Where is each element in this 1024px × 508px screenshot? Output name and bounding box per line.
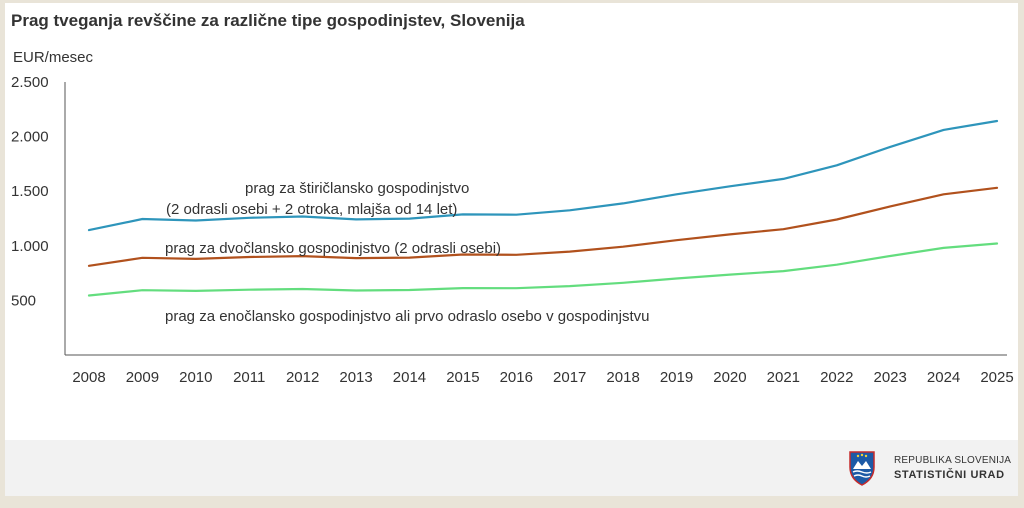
x-tick-label: 2021 — [767, 369, 800, 386]
series-label-two: prag za dvočlansko gospodinjstvo (2 odra… — [165, 240, 501, 257]
series-line-one — [87, 242, 999, 297]
series-labels: prag za štiričlansko gospodinjstvo (2 odr… — [165, 180, 649, 325]
x-tick-label: 2015 — [446, 369, 479, 386]
org-name-line2: STATISTIČNI URAD — [894, 469, 1005, 481]
y-tick-label: 1.500 — [11, 183, 49, 200]
y-tick-label: 500 — [11, 292, 36, 309]
axes — [64, 82, 1007, 356]
x-tick-label: 2008 — [72, 369, 105, 386]
org-name-line1: REPUBLIKA SLOVENIJA — [894, 455, 1012, 466]
x-tick-label: 2018 — [606, 369, 639, 386]
x-tick-label: 2011 — [233, 369, 265, 386]
x-tick-label: 2025 — [980, 369, 1013, 386]
x-tick-label: 2019 — [660, 369, 693, 386]
y-tick-label: 1.000 — [11, 238, 49, 255]
x-tick-label: 2013 — [339, 369, 372, 386]
x-tick-label: 2014 — [393, 369, 426, 386]
series-line-two — [87, 186, 999, 267]
x-tick-label: 2010 — [179, 369, 212, 386]
x-tick-label: 2012 — [286, 369, 319, 386]
y-tick-label: 2.000 — [11, 129, 49, 146]
chart-title: Prag tveganja revščine za različne tipe … — [11, 11, 525, 30]
series-label-four: (2 odrasli osebi + 2 otroka, mlajša od 1… — [166, 201, 457, 218]
slovenia-coat-of-arms-icon — [849, 451, 875, 486]
x-tick-label: 2009 — [126, 369, 159, 386]
x-tick-labels: 2008 2009 2010 2011 2012 2013 2014 2015 2016 2017… — [72, 369, 1013, 386]
series-label-one: prag za enočlansko gospodinjstvo ali prv… — [165, 308, 649, 325]
chart-card: Prag tveganja revščine za različne tipe … — [5, 3, 1018, 496]
footer — [5, 440, 1018, 496]
series-label-four: prag za štiričlansko gospodinjstvo — [245, 180, 469, 197]
x-tick-label: 2017 — [553, 369, 586, 386]
x-tick-label: 2024 — [927, 369, 960, 386]
line-chart: 500 1.000 1.500 2.000 2.500 2008 2009 2010 2011… — [11, 74, 1014, 386]
x-tick-label: 2023 — [873, 369, 906, 386]
y-tick-labels: 500 1.000 1.500 2.000 2.500 — [11, 74, 49, 309]
series-lines — [87, 119, 999, 297]
y-axis-unit-label: EUR/mesec — [13, 49, 94, 66]
y-tick-label: 2.500 — [11, 74, 49, 91]
series-line-four — [87, 119, 999, 232]
x-tick-label: 2016 — [500, 369, 533, 386]
x-tick-label: 2022 — [820, 369, 853, 386]
x-tick-label: 2020 — [713, 369, 746, 386]
